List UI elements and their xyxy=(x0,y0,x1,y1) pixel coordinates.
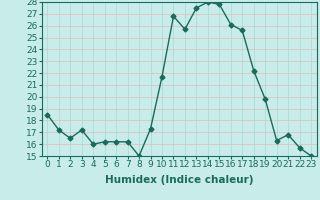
X-axis label: Humidex (Indice chaleur): Humidex (Indice chaleur) xyxy=(105,175,253,185)
